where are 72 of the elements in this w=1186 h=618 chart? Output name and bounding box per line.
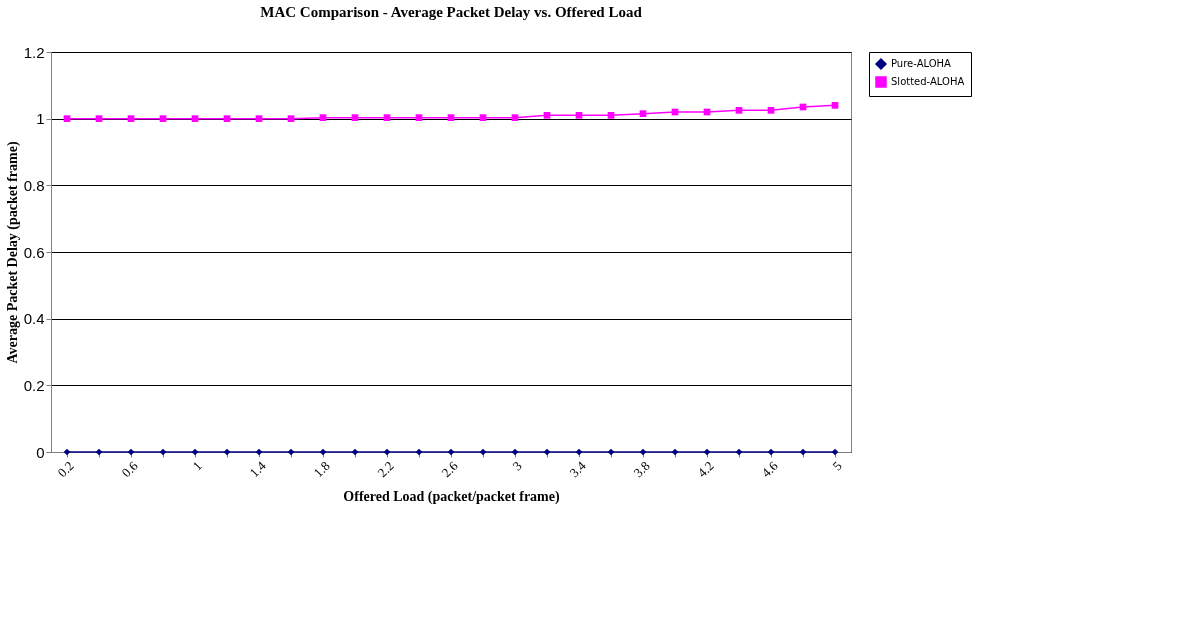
point (351, 114, 359, 122)
x-tick-label: 3.8 (630, 458, 653, 481)
y-tick-label: 0 (36, 443, 45, 461)
point (511, 448, 519, 456)
x-tick-label: 0.6 (118, 457, 142, 481)
point (63, 448, 71, 456)
x-tick-label: 2.6 (438, 457, 462, 481)
point (735, 106, 743, 114)
x-tick-label: 5 (829, 458, 845, 474)
point (255, 448, 263, 456)
x-tick-label: 4.2 (694, 458, 717, 481)
point (319, 114, 327, 122)
point (479, 448, 487, 456)
y-tick-label: 1 (36, 110, 45, 128)
point (223, 448, 231, 456)
point (703, 448, 711, 456)
point (479, 114, 487, 122)
point (95, 448, 103, 456)
y-tick-label: 0.2 (23, 376, 45, 394)
chart-title: MAC Comparison - Average Packet Delay vs. Offered Load (260, 4, 643, 20)
x-tick-label: 1.4 (246, 457, 270, 481)
x-tick-label: 4.6 (758, 457, 782, 481)
point (287, 115, 295, 123)
point (159, 448, 167, 456)
point (767, 448, 775, 456)
point (159, 115, 167, 123)
point (415, 448, 423, 456)
y-tick-label: 0.6 (23, 243, 45, 261)
legend-label: Pure-ALOHA (891, 58, 952, 69)
x-tick-label: 3 (509, 458, 525, 474)
point (127, 115, 135, 123)
x-tick-label: 2.2 (374, 458, 397, 481)
point (607, 111, 615, 119)
point (543, 111, 551, 119)
x-tick-label: 1.8 (310, 458, 333, 481)
point (575, 111, 583, 119)
y-tick-label: 0.8 (23, 176, 45, 194)
point (191, 448, 199, 456)
x-tick-label: 0.2 (54, 458, 77, 481)
point (287, 448, 295, 456)
x-axis-title: Offered Load (packet/packet frame) (343, 489, 560, 506)
y-axis-title: Average Packet Delay (packet frame) (4, 141, 21, 364)
point (447, 448, 455, 456)
point (607, 448, 615, 456)
point (639, 110, 647, 118)
point (639, 448, 647, 456)
point (383, 114, 391, 122)
point (415, 114, 423, 122)
point (767, 106, 775, 114)
point (383, 448, 391, 456)
x-tick-label: 3.4 (566, 457, 590, 481)
point (511, 114, 519, 122)
point (671, 448, 679, 456)
y-tick-label: 0.4 (23, 310, 45, 328)
point (543, 448, 551, 456)
point (95, 115, 103, 123)
point (831, 101, 839, 109)
y-tick-label: 1.2 (23, 43, 45, 61)
point (575, 448, 583, 456)
point (255, 115, 263, 123)
point (127, 448, 135, 456)
point (191, 115, 199, 123)
point (447, 114, 455, 122)
point (799, 448, 807, 456)
point (735, 448, 743, 456)
point (63, 115, 71, 123)
point (831, 448, 839, 456)
point (351, 448, 359, 456)
point (319, 448, 327, 456)
x-tick-label: 1 (189, 458, 205, 474)
legend-label: Slotted-ALOHA (891, 76, 965, 87)
point (223, 115, 231, 123)
